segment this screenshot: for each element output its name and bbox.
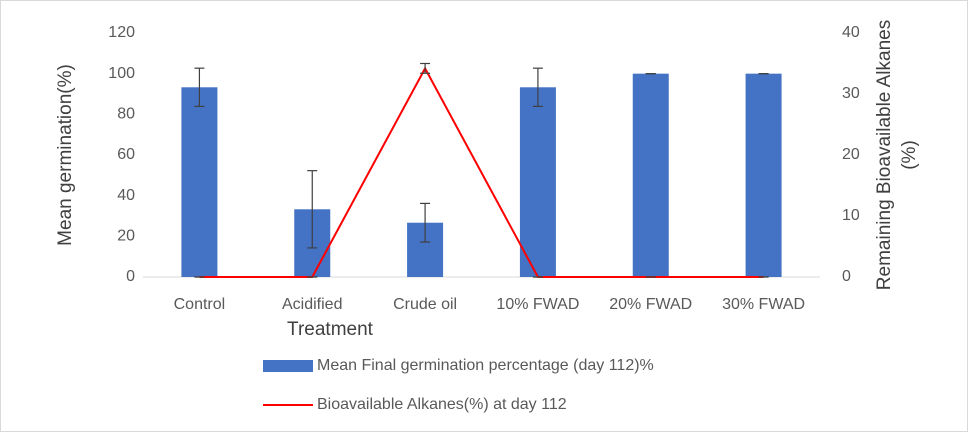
y-tick-label: 80 — [117, 106, 135, 123]
bar — [519, 87, 556, 277]
x-tick-label: Acidified — [282, 296, 342, 313]
y-tick-label: 120 — [108, 24, 135, 41]
y-tick-label: 60 — [117, 146, 135, 163]
x-axis-title: Treatment — [287, 319, 374, 340]
legend-label: Mean Final germination percentage (day 1… — [317, 357, 654, 374]
line — [199, 66, 764, 278]
x-tick-label: 20% FWAD — [609, 296, 692, 313]
error-bar — [532, 67, 543, 108]
y-axis-title: Mean germination(%) — [55, 64, 76, 246]
y-tick-label: 0 — [126, 268, 135, 285]
x-tick-label: 30% FWAD — [722, 296, 805, 313]
legend-label: Bioavailable Alkanes(%) at day 112 — [317, 396, 567, 413]
error-bar — [420, 62, 431, 74]
y-tick-label: 20 — [117, 228, 135, 245]
bar — [632, 73, 669, 278]
y-tick-label: 100 — [108, 65, 135, 82]
x-tick-label: Control — [174, 296, 226, 313]
bar — [745, 73, 782, 278]
error-bar — [194, 67, 205, 108]
error-bar — [307, 170, 318, 249]
y2-tick-label: 30 — [842, 85, 860, 102]
y2-tick-label: 20 — [842, 146, 860, 163]
x-tick-label: 10% FWAD — [496, 296, 579, 313]
y2-tick-label: 40 — [842, 24, 860, 41]
y2-tick-label: 10 — [842, 207, 860, 224]
y-tick-label: 40 — [117, 187, 135, 204]
y2-tick-label: 0 — [842, 268, 851, 285]
y2-axis-title: Remaining Bioavailable Alkanes — [874, 20, 895, 290]
y2-axis-title: (%) — [899, 140, 920, 170]
legend-swatch — [263, 360, 313, 372]
error-bar — [420, 202, 431, 243]
bar — [181, 87, 218, 277]
x-tick-label: Crude oil — [393, 296, 457, 313]
